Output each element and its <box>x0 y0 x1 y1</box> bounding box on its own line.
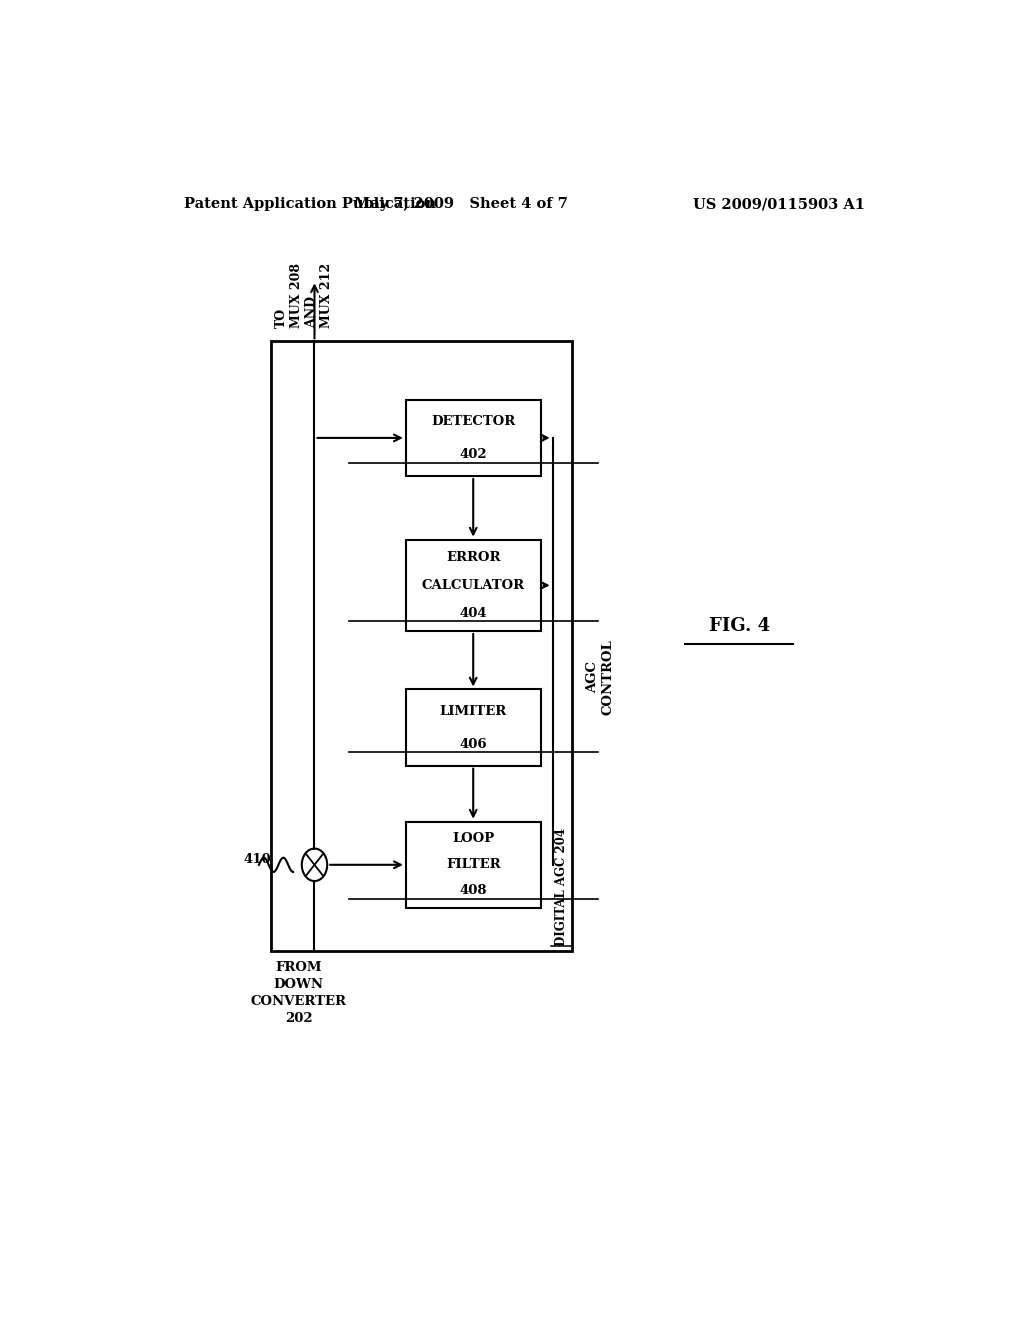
Text: US 2009/0115903 A1: US 2009/0115903 A1 <box>693 197 864 211</box>
Text: 404: 404 <box>460 606 487 619</box>
Text: MUX 212: MUX 212 <box>319 263 333 329</box>
Text: AGC
CONTROL: AGC CONTROL <box>586 639 614 714</box>
Text: 408: 408 <box>460 884 487 898</box>
Bar <box>406 400 541 477</box>
Text: FIG. 4: FIG. 4 <box>709 616 770 635</box>
Text: ERROR: ERROR <box>446 550 501 564</box>
Text: 410: 410 <box>243 853 270 866</box>
Bar <box>270 342 572 952</box>
Text: May 7, 2009   Sheet 4 of 7: May 7, 2009 Sheet 4 of 7 <box>354 197 568 211</box>
Text: AND: AND <box>305 296 317 329</box>
Text: TO: TO <box>274 308 288 329</box>
Text: FROM
DOWN
CONVERTER
202: FROM DOWN CONVERTER 202 <box>251 961 346 1026</box>
Bar <box>406 821 541 908</box>
Text: 402: 402 <box>460 447 487 461</box>
Text: 406: 406 <box>460 738 487 751</box>
Text: Patent Application Publication: Patent Application Publication <box>183 197 435 211</box>
Text: DETECTOR: DETECTOR <box>431 414 515 428</box>
Bar <box>406 540 541 631</box>
Text: DIGITAL AGC 204: DIGITAL AGC 204 <box>555 828 568 946</box>
Text: FILTER: FILTER <box>445 858 501 871</box>
Text: LIMITER: LIMITER <box>439 705 507 718</box>
Bar <box>406 689 541 766</box>
Text: LOOP: LOOP <box>452 832 495 845</box>
Text: CALCULATOR: CALCULATOR <box>422 578 524 591</box>
Text: MUX 208: MUX 208 <box>290 263 303 329</box>
